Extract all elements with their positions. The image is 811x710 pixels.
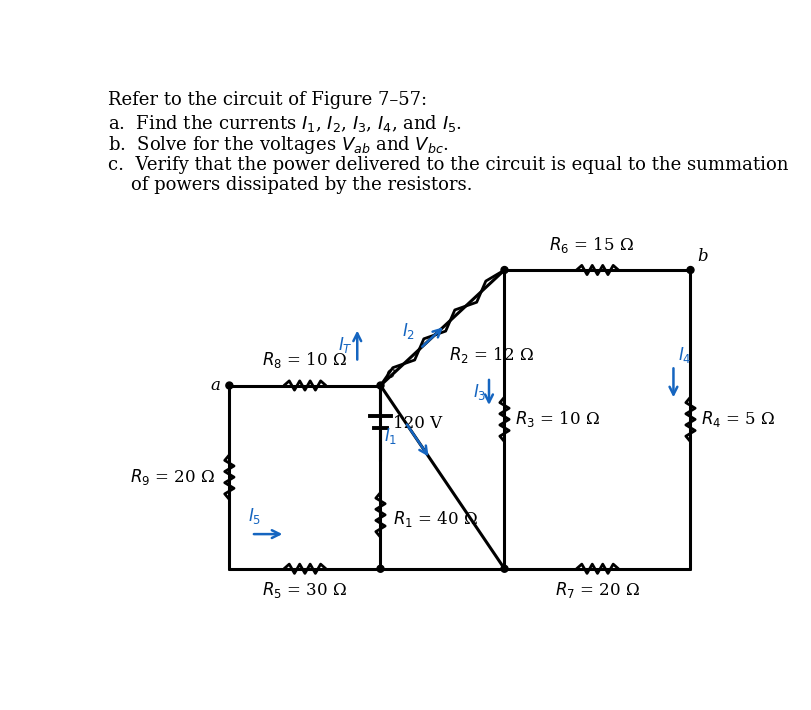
Circle shape <box>686 266 693 273</box>
Text: $R_9$ = 20 Ω: $R_9$ = 20 Ω <box>130 467 215 487</box>
Text: $I_5$: $I_5$ <box>247 506 261 526</box>
Text: $R_6$ = 15 Ω: $R_6$ = 15 Ω <box>548 234 633 255</box>
Text: a.  Find the currents $I_1$, $I_2$, $I_3$, $I_4$, and $I_5$.: a. Find the currents $I_1$, $I_2$, $I_3$… <box>108 113 461 134</box>
Circle shape <box>500 565 508 572</box>
Text: $R_4$ = 5 Ω: $R_4$ = 5 Ω <box>701 410 775 430</box>
Text: $I_2$: $I_2$ <box>402 321 415 341</box>
Text: $R_2$ = 12 Ω: $R_2$ = 12 Ω <box>448 344 533 365</box>
Text: $I_T$: $I_T$ <box>337 335 352 355</box>
Text: $R_7$ = 20 Ω: $R_7$ = 20 Ω <box>554 579 639 599</box>
Text: $I_3$: $I_3$ <box>472 383 485 403</box>
Text: $R_3$ = 10 Ω: $R_3$ = 10 Ω <box>515 410 600 430</box>
Text: of powers dissipated by the resistors.: of powers dissipated by the resistors. <box>108 176 472 194</box>
Text: b.  Solve for the voltages $V_{ab}$ and $V_{bc}$.: b. Solve for the voltages $V_{ab}$ and $… <box>108 134 448 156</box>
Circle shape <box>500 266 508 273</box>
Text: Refer to the circuit of Figure 7–57:: Refer to the circuit of Figure 7–57: <box>108 92 427 109</box>
Circle shape <box>376 565 384 572</box>
Text: 120 V: 120 V <box>393 415 441 432</box>
Text: $R_5$ = 30 Ω: $R_5$ = 30 Ω <box>262 579 347 599</box>
Text: $R_1$ = 40 Ω: $R_1$ = 40 Ω <box>393 510 478 530</box>
Text: $I_1$: $I_1$ <box>384 426 397 446</box>
Text: $I_4$: $I_4$ <box>677 346 691 366</box>
Circle shape <box>376 382 384 389</box>
Text: b: b <box>697 248 707 266</box>
Text: a: a <box>210 377 220 394</box>
Text: c: c <box>384 365 394 382</box>
Text: c.  Verify that the power delivered to the circuit is equal to the summation: c. Verify that the power delivered to th… <box>108 156 787 174</box>
Circle shape <box>225 382 233 389</box>
Text: $R_8$ = 10 Ω: $R_8$ = 10 Ω <box>262 350 347 370</box>
